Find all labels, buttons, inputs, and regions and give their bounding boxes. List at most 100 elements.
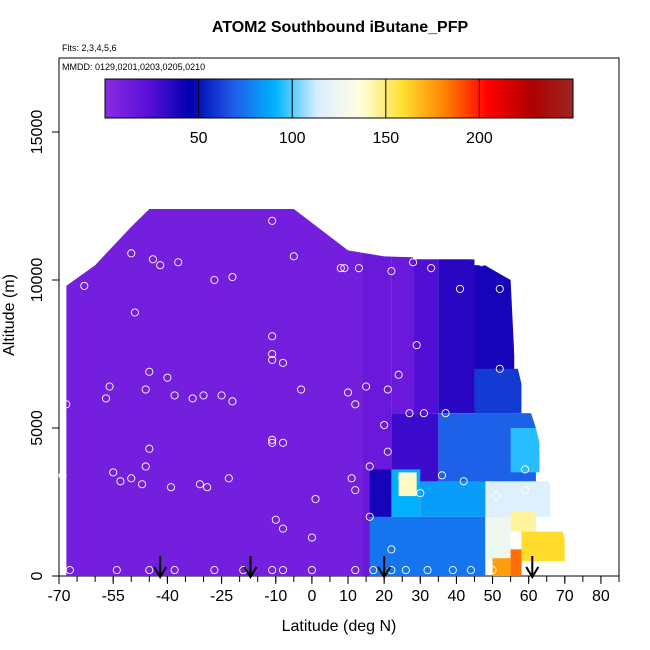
sample-point [268, 349, 277, 359]
sample-point [347, 474, 356, 483]
sample-point [492, 492, 501, 501]
sample-point [268, 355, 277, 364]
dates-note: MMDD: 0129,0201,0203,0205,0210 [62, 62, 205, 72]
sample-point [268, 438, 277, 447]
field-cell [420, 481, 493, 517]
sample-point [62, 400, 71, 409]
sample-point [416, 489, 425, 498]
sample-point [116, 477, 125, 486]
sample-point [401, 566, 410, 575]
sample-point [195, 480, 204, 489]
sample-point [365, 512, 374, 521]
sample-point [109, 468, 118, 477]
sample-point [268, 566, 277, 575]
sample-point [362, 382, 371, 391]
colorbar-ticks: 50 100 150 200 [190, 79, 493, 147]
field-cell [413, 259, 439, 414]
sample-point [199, 391, 208, 400]
sample-point [448, 566, 457, 575]
x-tick-label: 30 [411, 588, 429, 605]
sample-point [210, 566, 219, 575]
sample-point [521, 465, 530, 474]
sample-point [268, 216, 277, 225]
colorbar-tick-label: 150 [372, 130, 399, 147]
sample-point [365, 462, 374, 471]
sample-point [343, 388, 353, 397]
sample-point [307, 533, 316, 542]
x-tick-label: -40 [156, 588, 179, 605]
sample-point [156, 261, 165, 270]
sample-points [58, 207, 548, 575]
colorbar-tick-label: 100 [279, 130, 306, 147]
sample-point [130, 308, 139, 317]
sample-point [80, 281, 89, 290]
field-cell [510, 428, 540, 473]
sample-point [145, 444, 154, 453]
sample-point [336, 264, 345, 273]
x-tick-label: 10 [339, 588, 357, 605]
sample-point [383, 447, 392, 456]
sample-point [134, 207, 143, 216]
sample-point [521, 486, 530, 495]
sample-point [354, 264, 363, 273]
field-cell [438, 259, 475, 414]
sample-point [145, 566, 154, 575]
field-cell [369, 469, 392, 517]
y-tick-label: 0 [29, 571, 46, 580]
sample-point [101, 394, 111, 403]
x-tick-label: -70 [47, 588, 70, 605]
sample-point [105, 382, 114, 391]
sample-point [524, 403, 533, 412]
sample-point [521, 367, 530, 376]
sample-point [228, 397, 237, 406]
x-tick-label: -55 [102, 588, 125, 605]
colorbar-tick-label: 50 [190, 130, 208, 147]
sample-point [65, 566, 74, 575]
y-tick-label: 5000 [29, 410, 46, 446]
sample-point [455, 284, 465, 293]
sample-point [394, 370, 403, 379]
sample-point [112, 566, 121, 575]
flight-marker-arrowhead [243, 566, 258, 579]
field-cell [66, 208, 363, 576]
concentration-field [66, 208, 565, 576]
sample-point [166, 483, 176, 492]
field-cell [485, 516, 511, 562]
sample-point [539, 444, 548, 453]
sample-point [268, 435, 277, 444]
sample-point [188, 394, 197, 403]
sample-point [228, 272, 237, 282]
sample-point [163, 373, 172, 382]
sample-point [210, 275, 219, 285]
sample-point [170, 566, 179, 575]
sample-point [409, 258, 418, 267]
x-tick-label: -10 [264, 588, 287, 605]
x-tick-label: 80 [592, 588, 610, 605]
field-cell [492, 558, 511, 576]
sample-point [340, 264, 349, 273]
sample-point [419, 409, 428, 418]
sample-point [459, 477, 468, 486]
field-cell [474, 368, 522, 414]
x-tick-label: 20 [375, 588, 393, 605]
sample-point [307, 566, 316, 575]
sample-point [477, 258, 486, 267]
sample-point [58, 471, 67, 480]
x-tick-label: 70 [556, 588, 574, 605]
sample-point [278, 438, 288, 447]
field-cell [369, 516, 486, 576]
sample-point [145, 367, 154, 376]
sample-point [383, 385, 392, 394]
sample-point [141, 462, 150, 471]
sample-point [127, 474, 136, 483]
flights-note: Flts: 2,3,4,5,6 [62, 43, 117, 53]
x-tick-label: 0 [307, 588, 316, 605]
field-cell [398, 472, 417, 497]
field-cell [521, 531, 565, 562]
colorbar: 50 100 150 200 [104, 78, 574, 147]
sample-point [495, 364, 504, 373]
x-tick-label: -25 [210, 588, 233, 605]
y-tick-label: 10000 [29, 258, 46, 303]
sample-point [148, 255, 157, 264]
sample-point [427, 264, 436, 273]
